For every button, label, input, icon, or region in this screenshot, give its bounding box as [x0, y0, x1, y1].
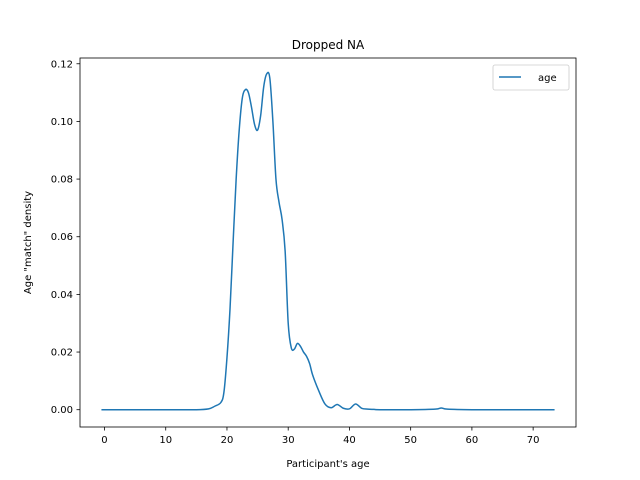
x-tick-label: 10	[159, 435, 172, 446]
y-tick-label: 0.04	[51, 290, 73, 301]
axes-frame	[79, 57, 577, 428]
y-tick-label: 0.00	[51, 405, 73, 416]
x-tick-label: 40	[343, 435, 356, 446]
series-line-age	[101, 71, 555, 411]
x-tick-label: 20	[221, 435, 234, 446]
y-tick-label: 0.10	[51, 117, 73, 128]
x-tick-label: 60	[466, 435, 479, 446]
x-tick-label: 30	[282, 435, 295, 446]
x-axis-label: Participant's age	[286, 459, 369, 470]
y-axis: 0.00 0.02 0.04 0.06 0.08 0.10 0.12	[51, 59, 80, 416]
y-tick-label: 0.02	[51, 348, 73, 359]
chart-title: Dropped NA	[292, 38, 365, 52]
y-tick-label: 0.08	[51, 175, 73, 186]
y-tick-label: 0.12	[51, 59, 73, 70]
plot-area	[101, 71, 555, 411]
legend-label-age: age	[538, 73, 557, 84]
x-axis: 0 10 20 30 40 50 60 70	[101, 427, 540, 446]
x-tick-label: 50	[404, 435, 417, 446]
x-tick-label: 70	[527, 435, 540, 446]
legend: age	[492, 64, 570, 91]
x-tick-label: 0	[101, 435, 107, 446]
y-tick-label: 0.06	[51, 232, 73, 243]
y-axis-label: Age "match" density	[23, 191, 34, 294]
legend-box	[492, 64, 570, 91]
